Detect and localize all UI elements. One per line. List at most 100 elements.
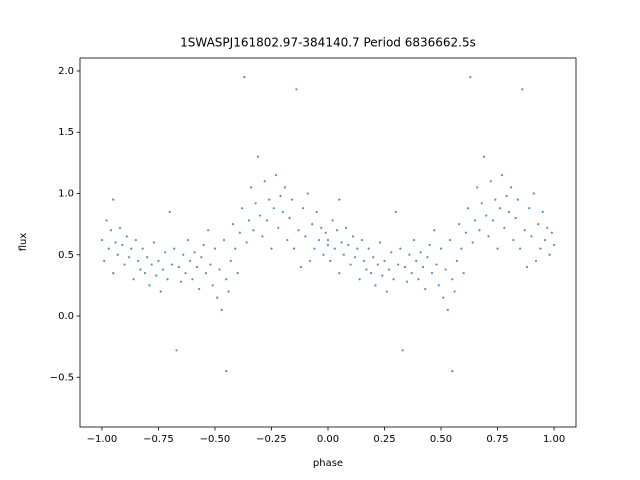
data-point xyxy=(227,290,230,293)
data-point xyxy=(270,247,273,250)
data-point xyxy=(383,259,386,262)
data-point xyxy=(193,251,196,254)
data-point xyxy=(168,210,171,213)
data-point xyxy=(259,214,262,217)
data-point xyxy=(308,259,312,262)
data-point xyxy=(139,268,142,271)
x-tick-label: 0.50 xyxy=(430,434,452,445)
data-point xyxy=(469,76,472,79)
data-point xyxy=(458,223,461,226)
data-point xyxy=(462,272,465,275)
data-point xyxy=(349,263,352,266)
data-point xyxy=(387,268,391,271)
data-point xyxy=(277,226,280,229)
data-point xyxy=(552,243,556,247)
data-point xyxy=(410,272,413,275)
data-point xyxy=(184,272,187,275)
data-point xyxy=(372,256,375,259)
data-point xyxy=(198,287,201,291)
data-point xyxy=(157,259,160,262)
data-point xyxy=(482,155,486,158)
data-point xyxy=(498,207,501,210)
data-point xyxy=(109,229,113,232)
data-point xyxy=(500,174,504,177)
data-point xyxy=(546,226,549,229)
data-point xyxy=(528,207,531,210)
x-tick-label: 0.25 xyxy=(373,434,395,445)
data-point xyxy=(148,284,151,287)
x-tick-label: −1.00 xyxy=(87,434,118,445)
data-point xyxy=(274,174,278,177)
data-point xyxy=(510,186,513,189)
x-tick-label: 1.00 xyxy=(543,434,565,445)
x-tick-label: −0.25 xyxy=(256,434,287,445)
data-point xyxy=(155,274,158,277)
data-point xyxy=(263,180,266,183)
data-point xyxy=(415,259,418,262)
data-point xyxy=(519,247,522,250)
data-point xyxy=(433,229,436,232)
y-tick-label: 2.0 xyxy=(58,66,74,77)
data-point xyxy=(304,235,307,238)
data-point xyxy=(311,223,314,226)
data-point xyxy=(216,296,219,299)
data-point xyxy=(503,226,506,229)
data-point xyxy=(491,219,495,222)
data-point xyxy=(331,219,334,222)
data-point xyxy=(146,256,149,259)
data-point xyxy=(186,238,189,242)
data-point xyxy=(132,278,135,281)
data-point xyxy=(460,247,463,250)
data-point xyxy=(134,238,137,242)
data-point xyxy=(496,247,499,250)
data-point xyxy=(125,235,128,238)
data-point xyxy=(471,241,474,244)
data-point xyxy=(356,247,359,250)
data-point xyxy=(534,259,538,262)
data-point xyxy=(369,272,373,275)
x-tick-label: −0.75 xyxy=(143,434,174,445)
data-point xyxy=(209,263,212,266)
data-point xyxy=(121,243,124,247)
data-point xyxy=(127,256,131,259)
data-point xyxy=(290,198,293,201)
data-point xyxy=(238,231,241,234)
data-point xyxy=(512,238,515,242)
data-point xyxy=(329,259,332,262)
data-point xyxy=(539,247,542,250)
data-point xyxy=(367,247,370,250)
data-point xyxy=(222,238,226,242)
data-point xyxy=(419,251,422,254)
data-point xyxy=(247,219,250,222)
data-point xyxy=(363,259,366,262)
data-point xyxy=(408,253,411,256)
data-point xyxy=(360,238,364,242)
x-tick-label: −0.50 xyxy=(200,434,231,445)
data-point xyxy=(191,278,194,281)
data-point xyxy=(112,272,115,275)
data-point xyxy=(188,259,192,262)
data-point xyxy=(225,278,228,281)
data-point xyxy=(412,238,416,242)
data-point xyxy=(347,243,350,247)
data-point xyxy=(170,263,174,266)
y-tick-label: 0.5 xyxy=(58,250,74,261)
data-point xyxy=(112,198,115,201)
data-point xyxy=(229,259,232,262)
data-point xyxy=(537,223,540,226)
data-point xyxy=(202,243,205,247)
data-point xyxy=(105,219,108,222)
y-tick-label: 1.0 xyxy=(58,188,74,199)
data-point xyxy=(532,192,535,195)
data-point xyxy=(195,265,198,269)
data-point xyxy=(428,243,431,247)
data-point xyxy=(437,284,440,287)
data-point xyxy=(254,202,257,205)
data-point xyxy=(107,247,110,250)
data-point xyxy=(164,251,167,254)
data-point xyxy=(451,278,454,281)
data-point xyxy=(243,76,246,79)
data-point xyxy=(302,207,305,210)
data-point xyxy=(100,238,104,242)
